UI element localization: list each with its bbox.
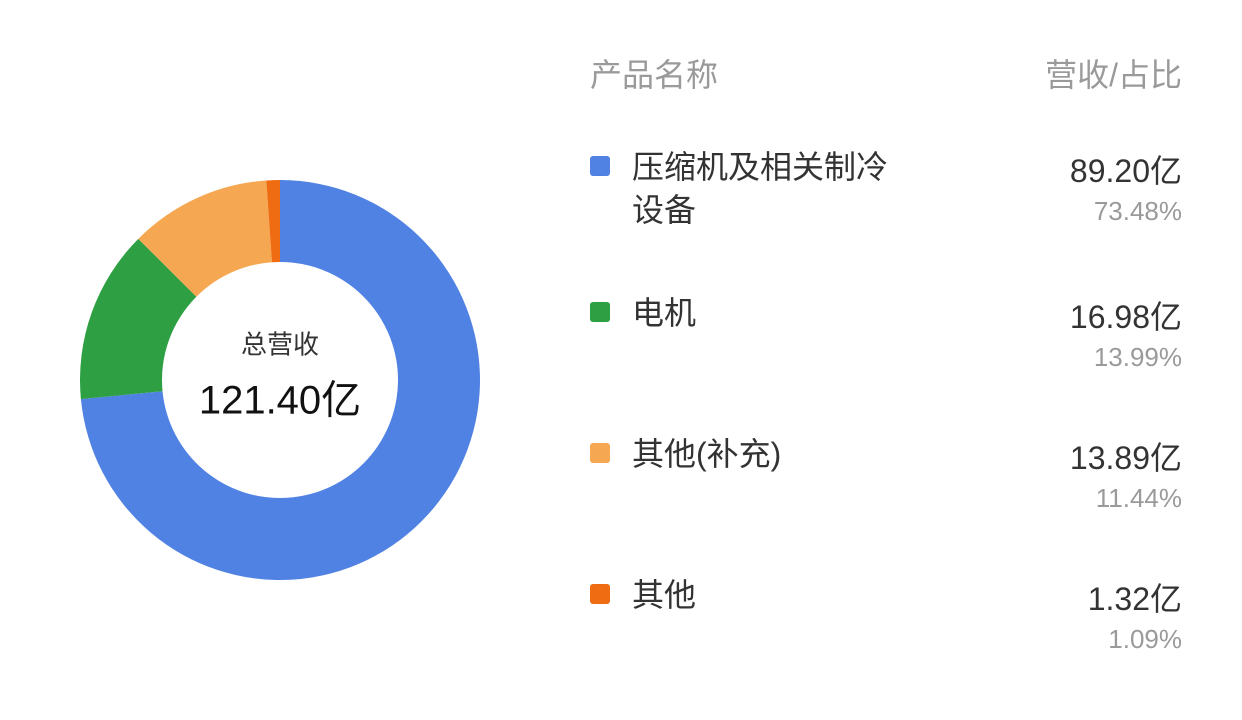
revenue-breakdown: 总营收 121.40亿 产品名称 营收/占比 压缩机及相关制冷设备 89.20亿… — [0, 0, 1242, 720]
legend-panel: 产品名称 营收/占比 压缩机及相关制冷设备 89.20亿 73.48% 电机 — [560, 0, 1242, 720]
donut-center-label: 总营收 — [199, 324, 361, 361]
donut-chart: 总营收 121.40亿 — [80, 180, 480, 580]
legend-left: 压缩机及相关制冷设备 — [590, 146, 892, 232]
legend-right: 16.98亿 13.99% — [1070, 292, 1182, 373]
swatch-icon — [590, 156, 610, 176]
item-value: 16.98亿 — [1070, 292, 1182, 338]
legend-row: 其他(补充) 13.89亿 11.44% — [590, 433, 1182, 514]
swatch-icon — [590, 443, 610, 463]
legend-row: 压缩机及相关制冷设备 89.20亿 73.48% — [590, 146, 1182, 232]
item-value: 13.89亿 — [1070, 433, 1182, 479]
item-pct: 13.99% — [1070, 342, 1182, 373]
col-value-header: 营收/占比 — [1045, 50, 1182, 96]
donut-center-value: 121.40亿 — [199, 367, 361, 425]
legend-list: 压缩机及相关制冷设备 89.20亿 73.48% 电机 16.98亿 13.99… — [590, 146, 1182, 655]
item-name: 其他 — [632, 574, 696, 617]
legend-header: 产品名称 营收/占比 — [590, 50, 1182, 96]
legend-right: 13.89亿 11.44% — [1070, 433, 1182, 514]
item-name: 电机 — [632, 292, 696, 335]
col-name-header: 产品名称 — [590, 50, 718, 96]
item-pct: 1.09% — [1088, 624, 1182, 655]
legend-row: 电机 16.98亿 13.99% — [590, 292, 1182, 373]
legend-left: 其他(补充) — [590, 433, 781, 476]
item-name: 其他(补充) — [632, 433, 781, 476]
donut-chart-panel: 总营收 121.40亿 — [0, 0, 560, 720]
swatch-icon — [590, 584, 610, 604]
item-pct: 73.48% — [1070, 196, 1182, 227]
item-pct: 11.44% — [1070, 483, 1182, 514]
item-value: 1.32亿 — [1088, 574, 1182, 620]
legend-row: 其他 1.32亿 1.09% — [590, 574, 1182, 655]
donut-center: 总营收 121.40亿 — [199, 324, 361, 425]
legend-right: 1.32亿 1.09% — [1088, 574, 1182, 655]
item-value: 89.20亿 — [1070, 146, 1182, 192]
legend-left: 其他 — [590, 574, 696, 617]
swatch-icon — [590, 302, 610, 322]
legend-left: 电机 — [590, 292, 696, 335]
item-name: 压缩机及相关制冷设备 — [632, 146, 892, 232]
legend-right: 89.20亿 73.48% — [1070, 146, 1182, 227]
